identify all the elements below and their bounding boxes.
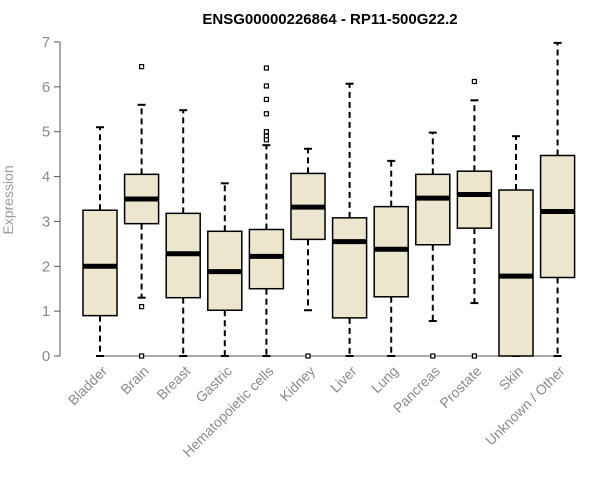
box-bladder — [82, 126, 118, 357]
outlier-point — [139, 304, 145, 310]
x-tick-label: Lung — [368, 363, 401, 396]
y-tick-label: 0 — [42, 348, 50, 365]
iqr-box — [415, 173, 451, 246]
outlier-point — [263, 83, 269, 89]
y-axis-label: Expression — [0, 165, 16, 234]
outlier-point — [263, 96, 269, 103]
box-kidney — [290, 147, 326, 359]
x-tick-label: Liver — [327, 363, 360, 396]
y-tick-label: 6 — [42, 79, 50, 96]
box-lung — [373, 159, 409, 357]
y-tick-label: 4 — [42, 169, 50, 186]
iqr-box — [498, 189, 534, 357]
box-breast — [165, 109, 201, 357]
iqr-box — [456, 170, 493, 229]
outlier-point — [139, 64, 145, 70]
iqr-box — [331, 217, 368, 319]
outlier-point — [430, 353, 436, 359]
outlier-point — [471, 78, 477, 85]
iqr-box — [539, 154, 576, 279]
box-pancreas — [415, 131, 451, 359]
y-tick-label: 1 — [42, 303, 50, 320]
outlier-point — [263, 129, 269, 135]
x-tick-label: Prostate — [436, 363, 484, 411]
box-skin — [498, 135, 534, 357]
boxes — [82, 41, 576, 359]
outlier-point — [305, 353, 311, 359]
y-tick-label: 7 — [42, 34, 50, 51]
y-tick-label: 5 — [42, 124, 50, 141]
box-hematopoietic-cells — [248, 65, 285, 357]
box-brain — [123, 64, 160, 359]
x-tick-label: Kidney — [277, 363, 319, 405]
chart-title: ENSG00000226864 - RP11-500G22.2 — [202, 11, 457, 28]
box-unknown-other — [539, 41, 576, 357]
iqr-box — [82, 209, 118, 317]
x-tick-label: Unknown / Other — [482, 363, 568, 449]
outlier-point — [263, 111, 269, 117]
x-tick-label: Skin — [496, 363, 527, 394]
x-tick-label: Brain — [117, 363, 151, 397]
x-tick-label: Breast — [153, 363, 193, 403]
box-gastric — [207, 182, 243, 357]
y-tick-label: 2 — [42, 258, 50, 275]
iqr-box — [248, 228, 285, 290]
outlier-point — [263, 137, 269, 143]
box-liver — [331, 82, 368, 357]
y-tick-label: 3 — [42, 213, 50, 230]
x-tick-label: Bladder — [65, 363, 111, 409]
outlier-point — [471, 353, 477, 359]
outlier-point — [139, 353, 145, 359]
outlier-point — [263, 65, 269, 71]
box-prostate — [456, 78, 493, 359]
